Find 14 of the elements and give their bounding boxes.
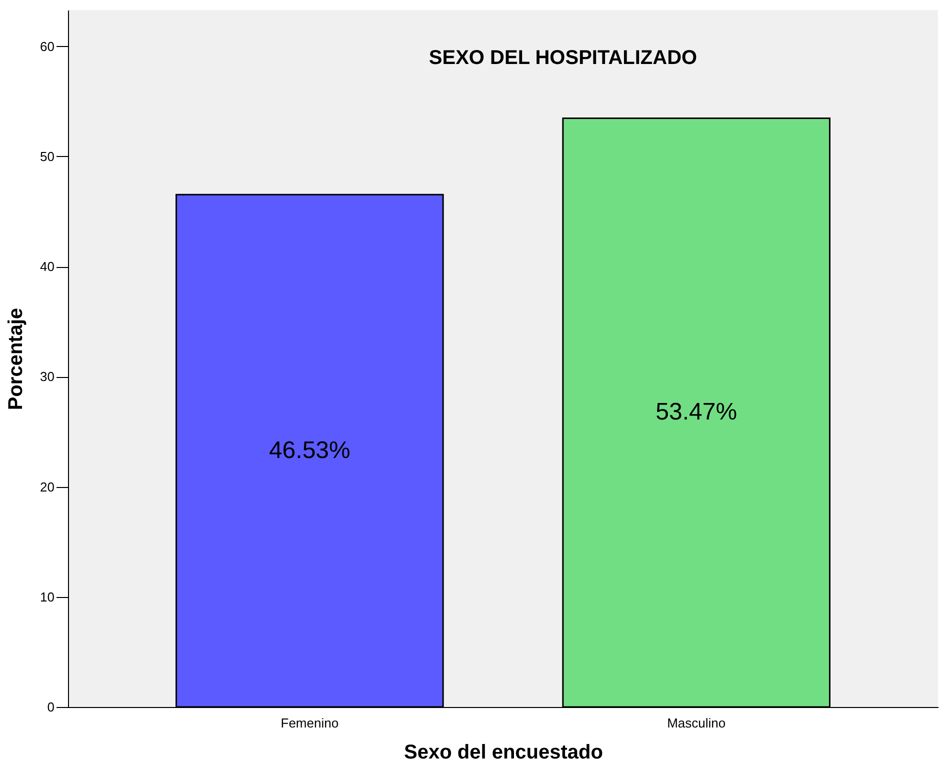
y-tick-label: 40 xyxy=(40,259,54,274)
text: SEXO DEL HOSPITALIZADO xyxy=(428,47,698,69)
x-axis-title: Sexo del encuestado xyxy=(404,742,603,764)
y-tick-label: 60 xyxy=(40,38,54,54)
y-tick-label: 50 xyxy=(40,148,54,164)
y-tick-label: 20 xyxy=(40,479,54,494)
data-label: 46.53% xyxy=(268,436,350,464)
y-tick-label: 30 xyxy=(40,369,54,384)
y-tick-label: 0 xyxy=(47,700,54,714)
y-axis-title: Porcentaje xyxy=(5,308,28,410)
y-tick-label: 10 xyxy=(40,589,54,604)
data-label: 53.47% xyxy=(656,398,738,426)
x-tick-label: Femenino xyxy=(280,716,339,730)
x-tick-label: Masculino xyxy=(667,716,726,730)
